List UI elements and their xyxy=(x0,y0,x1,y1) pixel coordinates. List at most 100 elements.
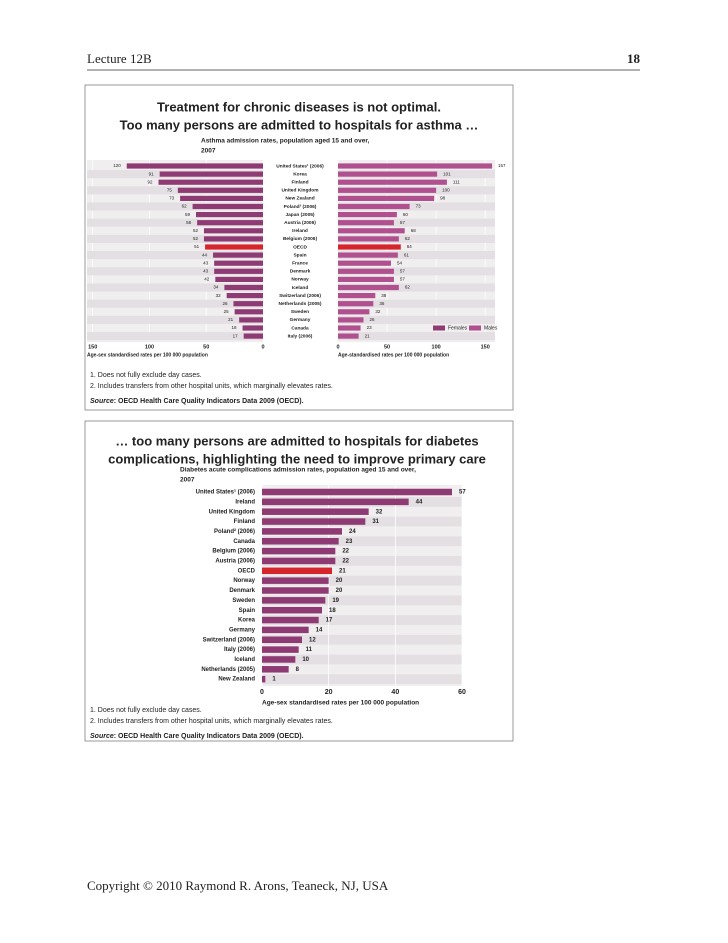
category-label: Germany xyxy=(229,627,256,633)
value-label: 32 xyxy=(376,509,383,515)
panel-frame xyxy=(84,420,514,742)
bar xyxy=(262,557,336,565)
bar xyxy=(224,284,263,291)
value-label: 32 xyxy=(375,309,381,314)
bar xyxy=(243,333,263,339)
bar xyxy=(262,626,309,634)
x-axis-label: Age-sex standardised rates per 100 000 p… xyxy=(87,353,208,359)
bar xyxy=(338,333,359,339)
value-label: 51 xyxy=(194,244,200,249)
bar xyxy=(338,187,437,193)
value-label: 12 xyxy=(309,637,316,643)
bar xyxy=(233,301,263,307)
x-tick-label: 100 xyxy=(432,345,441,351)
value-label: 22 xyxy=(342,549,349,555)
row-band xyxy=(262,654,462,665)
row-band xyxy=(338,202,495,211)
category-label: United Kingdom xyxy=(209,509,255,515)
value-label: 22 xyxy=(342,559,349,565)
bar xyxy=(226,293,263,299)
value-label: 26 xyxy=(222,301,228,306)
value-label: 60 xyxy=(403,212,409,217)
value-label: 52 xyxy=(193,236,199,241)
bar xyxy=(214,268,263,274)
x-tick-label: 20 xyxy=(325,689,333,696)
category-label: Korea xyxy=(238,618,256,624)
bar xyxy=(239,317,263,323)
bar xyxy=(338,309,370,315)
row-band xyxy=(338,283,495,292)
row-band xyxy=(262,595,462,606)
bar xyxy=(338,163,493,169)
bar xyxy=(180,195,263,201)
bar xyxy=(338,212,397,218)
bar xyxy=(338,236,399,242)
bar xyxy=(203,236,263,242)
category-label: Japan (2005) xyxy=(285,212,314,218)
x-tick-label: 60 xyxy=(458,689,466,696)
bar xyxy=(196,212,263,218)
category-label: Norway xyxy=(291,277,309,283)
value-label: 73 xyxy=(169,196,175,201)
row-band xyxy=(262,556,462,566)
bar xyxy=(262,597,326,604)
category-label: Iceland xyxy=(292,285,309,291)
x-tick-label: 0 xyxy=(261,345,264,351)
value-label: 92 xyxy=(148,179,154,184)
row-band xyxy=(87,202,263,211)
source-text: : OECD Health Care Quality Indicators Da… xyxy=(114,398,304,405)
bar xyxy=(262,675,266,683)
row-band xyxy=(87,267,263,276)
value-label: 8 xyxy=(296,667,300,673)
value-label: 59 xyxy=(185,212,191,217)
value-label: 52 xyxy=(193,228,199,233)
bar xyxy=(338,317,364,323)
bar xyxy=(214,260,263,266)
value-label: 62 xyxy=(405,236,411,241)
footnote: 2. Includes transfers from other hospita… xyxy=(90,718,333,725)
value-label: 98 xyxy=(440,196,446,201)
value-label: 17 xyxy=(233,333,239,338)
bar xyxy=(338,268,394,274)
value-label: 64 xyxy=(407,244,413,249)
category-label: Poland² (2006) xyxy=(284,204,317,210)
bar xyxy=(262,488,452,496)
row-band xyxy=(87,332,263,341)
bar xyxy=(338,171,438,177)
value-label: 43 xyxy=(203,268,209,273)
category-label: Canada xyxy=(291,325,309,331)
category-label: Netherlands (2005) xyxy=(201,667,255,673)
value-label: 21 xyxy=(365,333,371,338)
value-label: 23 xyxy=(367,325,373,330)
bar xyxy=(262,508,369,515)
value-label: 23 xyxy=(346,539,353,545)
bar xyxy=(262,528,342,535)
row-band xyxy=(87,218,263,227)
source: Source: OECD Health Care Quality Indicat… xyxy=(90,398,304,405)
value-label: 57 xyxy=(400,268,406,273)
value-label: 57 xyxy=(400,277,406,282)
bar xyxy=(338,220,394,226)
legend-swatch xyxy=(433,325,445,331)
bar xyxy=(205,244,263,250)
x-tick-label: 100 xyxy=(145,345,154,351)
chart-subtitle: 2007 xyxy=(201,148,216,155)
value-label: 100 xyxy=(442,187,450,192)
bar xyxy=(262,498,409,506)
category-label: New Zealand xyxy=(285,196,314,202)
category-label: Denmark xyxy=(229,588,255,594)
category-label: Netherlands (2005) xyxy=(279,301,322,307)
value-label: 18 xyxy=(329,608,336,614)
category-label: Italy (2006) xyxy=(224,647,255,653)
x-tick-label: 50 xyxy=(203,345,209,351)
row-band xyxy=(338,251,495,260)
category-label: Iceland xyxy=(234,657,255,663)
value-label: 24 xyxy=(349,529,356,535)
category-label: Spain xyxy=(239,608,256,614)
row-band xyxy=(87,186,263,195)
bar xyxy=(338,228,405,234)
bar xyxy=(262,538,339,545)
bar xyxy=(126,163,263,169)
row-band xyxy=(338,267,495,276)
